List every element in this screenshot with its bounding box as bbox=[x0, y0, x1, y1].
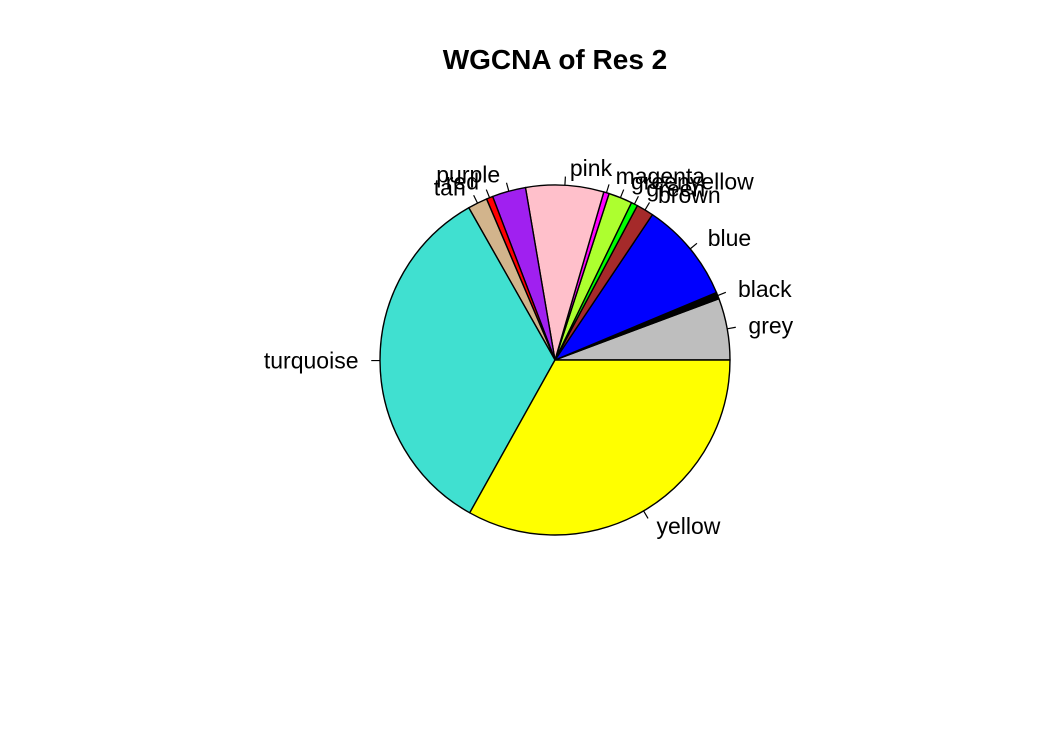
pie-label-tick-yellow bbox=[643, 510, 649, 519]
pie-label-purple: purple bbox=[436, 161, 500, 187]
pie-label-yellow: yellow bbox=[656, 513, 720, 539]
pie-label-tick-blue bbox=[689, 242, 698, 250]
pie-label-black: black bbox=[738, 276, 792, 302]
pie-label-tick-tan bbox=[473, 194, 479, 204]
pie-label-tick-pink bbox=[564, 176, 566, 186]
pie-label-tick-brown bbox=[644, 202, 651, 211]
pie-label-brown: brown bbox=[658, 182, 721, 208]
pie-label-tick-grey bbox=[727, 326, 736, 330]
pie-label-tick-green bbox=[633, 196, 639, 205]
chart-title: WGCNA of Res 2 bbox=[442, 44, 668, 75]
pie-label-pink: pink bbox=[570, 155, 613, 181]
pie-slice-turquoise bbox=[379, 207, 556, 514]
pie-label-greenyellow: greenyellow bbox=[631, 168, 754, 194]
pie-label-tick-magenta bbox=[605, 184, 610, 193]
pie-slice-yellow bbox=[469, 359, 731, 536]
pie-slice-blue bbox=[554, 213, 718, 361]
pie-label-tick-purple bbox=[505, 182, 510, 192]
pie-label-magenta: magenta bbox=[616, 163, 706, 189]
pie-label-tick-red bbox=[485, 189, 491, 198]
pie-label-tan: tan bbox=[434, 174, 466, 200]
pie-label-blue: blue bbox=[708, 225, 751, 251]
pie-label-tick-greenyellow bbox=[619, 189, 625, 198]
pie-label-red: red bbox=[446, 168, 479, 194]
pie-label-grey: grey bbox=[748, 313, 793, 339]
pie-label-green: green bbox=[646, 175, 705, 201]
pie-label-turquoise: turquoise bbox=[264, 348, 359, 374]
pie-label-tick-black bbox=[717, 291, 727, 297]
